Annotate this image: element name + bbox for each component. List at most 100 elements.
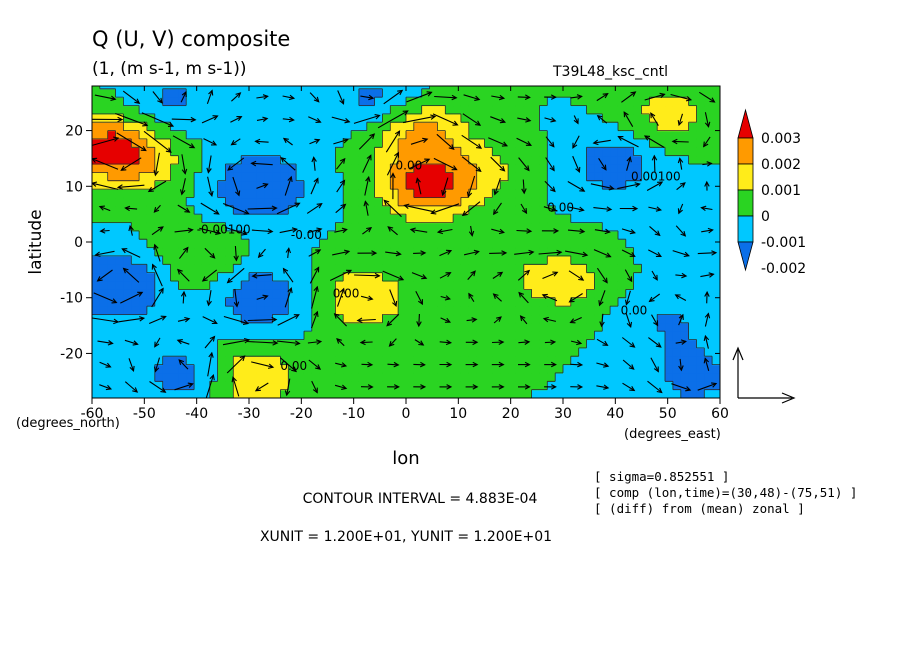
field-cell <box>665 86 674 90</box>
field-cell <box>500 86 509 90</box>
field-cell <box>555 289 564 299</box>
field-cell <box>186 86 195 90</box>
field-cell <box>468 86 478 90</box>
field-cell <box>437 97 446 107</box>
field-cell <box>264 147 274 157</box>
field-cell <box>563 189 572 199</box>
field-cell <box>649 222 658 232</box>
field-cell <box>296 97 305 107</box>
wind-vector <box>414 339 425 346</box>
field-cell <box>429 297 438 307</box>
field-cell <box>296 314 305 324</box>
field-cell <box>382 189 391 199</box>
field-cell <box>602 180 611 190</box>
field-cell <box>563 389 572 398</box>
wind-vector <box>222 202 250 215</box>
field-cell <box>115 356 124 366</box>
field-cell <box>241 322 250 332</box>
field-cell <box>586 113 595 123</box>
field-cell <box>146 122 156 132</box>
field-cell <box>492 389 501 398</box>
field-cell <box>578 189 588 199</box>
field-cell <box>547 247 556 257</box>
field-cell <box>272 230 281 240</box>
field-cell <box>688 189 698 199</box>
field-cell <box>688 372 698 382</box>
field-cell <box>311 331 321 341</box>
wind-vector <box>491 339 505 345</box>
field-cell <box>194 180 203 190</box>
field-cell <box>460 339 470 349</box>
field-cell <box>311 364 321 374</box>
field-cell <box>327 172 336 182</box>
field-cell <box>154 364 164 374</box>
field-cell <box>217 214 227 224</box>
field-cell <box>351 306 360 316</box>
field-cell <box>649 205 658 215</box>
field-cell <box>539 356 548 366</box>
field-cell <box>178 239 187 249</box>
field-cell <box>115 306 124 316</box>
field-cell <box>280 314 289 324</box>
field-cell <box>398 322 407 332</box>
field-cell <box>500 322 509 332</box>
field-cell <box>217 272 227 282</box>
field-cell <box>241 155 250 165</box>
field-cell <box>311 86 321 90</box>
field-cell <box>460 197 470 207</box>
field-cell <box>484 356 493 366</box>
field-cell <box>99 155 109 165</box>
field-cell <box>578 297 588 307</box>
field-cell <box>641 97 650 107</box>
x-unit-label: (degrees_east) <box>624 427 721 442</box>
field-cell <box>610 347 619 357</box>
field-cell <box>178 364 187 374</box>
field-cell <box>672 130 682 140</box>
wind-vector <box>143 130 172 153</box>
field-cell <box>201 130 211 140</box>
field-cell <box>107 264 117 274</box>
field-cell <box>115 97 124 107</box>
field-cell <box>288 147 297 157</box>
field-cell <box>296 356 305 366</box>
field-cell <box>201 281 211 290</box>
field-cell <box>398 239 407 249</box>
field-cell <box>186 113 195 123</box>
field-cell <box>570 364 580 374</box>
field-cell <box>358 105 368 115</box>
field-cell <box>115 222 124 232</box>
field-cell <box>617 372 627 382</box>
field-cell <box>264 113 274 123</box>
field-cell <box>570 314 580 324</box>
field-cell <box>296 381 305 391</box>
wind-vector <box>246 340 279 346</box>
field-cell <box>523 122 533 132</box>
field-cell <box>154 130 164 140</box>
field-cell <box>421 105 431 115</box>
field-cell <box>343 222 352 232</box>
field-cell <box>500 356 509 366</box>
field-cell <box>343 356 352 366</box>
field-cell <box>115 105 124 115</box>
field-cell <box>453 180 462 190</box>
wind-vector <box>148 315 167 325</box>
field-cell <box>468 130 478 140</box>
field-cell <box>217 189 227 199</box>
field-cell <box>264 86 274 90</box>
field-cell <box>515 222 525 232</box>
field-cell <box>594 331 603 341</box>
field-cell <box>704 347 713 357</box>
wind-vector <box>541 228 560 234</box>
field-cell <box>92 347 101 357</box>
field-cell <box>555 356 564 366</box>
field-cell <box>406 222 415 232</box>
field-cell <box>335 113 344 123</box>
field-cell <box>374 247 384 257</box>
field-cell <box>492 272 501 282</box>
field-cell <box>343 297 352 307</box>
field-cell <box>445 339 454 349</box>
field-cell <box>523 389 533 398</box>
field-cell <box>139 138 148 148</box>
field-cell <box>217 306 227 316</box>
field-cell <box>390 86 399 90</box>
